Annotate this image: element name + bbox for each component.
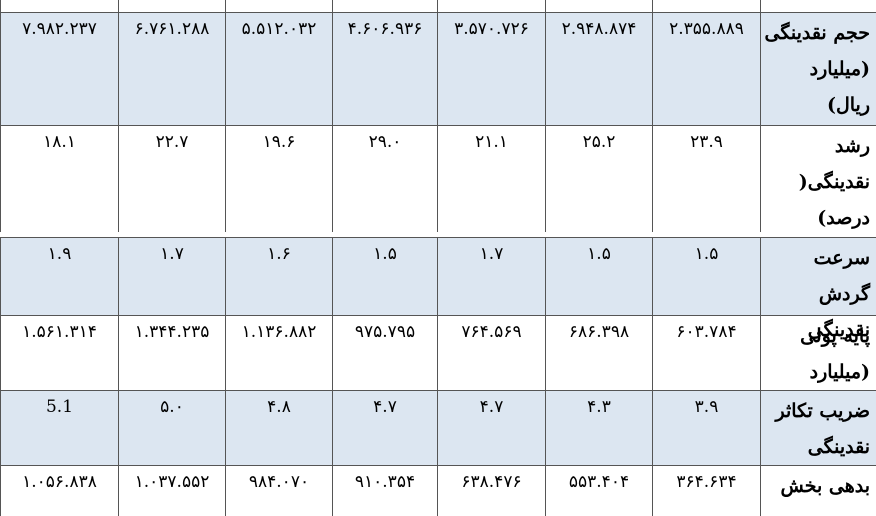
table-cell: ۱۹.۶	[225, 126, 332, 232]
cell-border	[225, 0, 332, 12]
table-row: ۱.۵ ۱.۵ ۱.۷ ۱.۵ ۱.۶ ۱.۷ ۱.۹ سرعت گردش نقدینگی	[0, 237, 876, 341]
table-cell: ۳.۹	[652, 391, 760, 465]
cell-border	[0, 0, 118, 12]
cell-border	[760, 0, 876, 12]
table-cell: ۹۸۴.۰۷۰	[225, 466, 332, 516]
cell-border	[332, 0, 437, 12]
table-cell: ۶۸۶.۳۹۸	[545, 316, 652, 390]
table-row: ۳۶۴.۶۳۴ ۵۵۳.۴۰۴ ۶۳۸.۴۷۶ ۹۱۰.۳۵۴ ۹۸۴.۰۷۰ ۱.۰۳۷…	[0, 465, 876, 516]
table-cell: ۵.۰	[118, 391, 225, 465]
table-cell: ۷.۹۸۲.۲۳۷	[0, 13, 118, 125]
table-cell: ۱.۳۴۴.۲۳۵	[118, 316, 225, 390]
table-cell: ۱.۱۳۶.۸۸۲	[225, 316, 332, 390]
table-cell: ۱.۷	[118, 238, 225, 315]
row-label: حجم نقدینگی (میلیارد ریال)	[760, 13, 876, 125]
table-cell: ۹۷۵.۷۹۵	[332, 316, 437, 390]
table-cell: ۳.۵۷۰.۷۲۶	[437, 13, 545, 125]
table-cell: ۲۲.۷	[118, 126, 225, 232]
table-cell: ۶.۷۶۱.۲۸۸	[118, 13, 225, 125]
row-label: ضریب تکاثر نقدینگی	[760, 391, 876, 465]
table-cell: ۹۱۰.۳۵۴	[332, 466, 437, 516]
table-cell: ۵.۵۱۲.۰۳۲	[225, 13, 332, 125]
table-cell: ۱.۰۵۶.۸۳۸	[0, 466, 118, 516]
table-row: ۲۳.۹ ۲۵.۲ ۲۱.۱ ۲۹.۰ ۱۹.۶ ۲۲.۷ ۱۸.۱ رشد نقدینگی(…	[0, 125, 876, 232]
cell-border	[118, 0, 225, 12]
table-cell: ۱.۹	[0, 238, 118, 315]
table-cell: ۲.۳۵۵.۸۸۹	[652, 13, 760, 125]
table-cell: ۳۶۴.۶۳۴	[652, 466, 760, 516]
table-cell: 5.1	[0, 391, 118, 465]
table-cell: ۴.۶۰۶.۹۳۶	[332, 13, 437, 125]
table-cell: ۷۶۴.۵۶۹	[437, 316, 545, 390]
table-cell: ۱.۶	[225, 238, 332, 315]
table-cell: ۱۸.۱	[0, 126, 118, 232]
table-cell: ۱.۵	[332, 238, 437, 315]
table-cell: ۴.۷	[332, 391, 437, 465]
table-cell: ۶۰۳.۷۸۴	[652, 316, 760, 390]
row-strip	[0, 0, 876, 12]
cell-border	[652, 0, 760, 12]
table-cell: ۴.۳	[545, 391, 652, 465]
cell-border	[545, 0, 652, 12]
table-row: ۳.۹ ۴.۳ ۴.۷ ۴.۷ ۴.۸ ۵.۰ 5.1 ضریب تکاثر نقدینگی	[0, 390, 876, 465]
table-cell: ۱.۵۶۱.۳۱۴	[0, 316, 118, 390]
cell-border	[437, 0, 545, 12]
table-cell: ۲۹.۰	[332, 126, 437, 232]
table-cell: ۱.۷	[437, 238, 545, 315]
table-cell: ۲.۹۴۸.۸۷۴	[545, 13, 652, 125]
table-cell: ۱.۵	[652, 238, 760, 315]
table-cell: ۶۳۸.۴۷۶	[437, 466, 545, 516]
table-row: ۲.۳۵۵.۸۸۹ ۲.۹۴۸.۸۷۴ ۳.۵۷۰.۷۲۶ ۴.۶۰۶.۹۳۶ ۵.۵۱…	[0, 12, 876, 125]
row-label: پایه پولی (میلیارد ریال)	[760, 316, 876, 419]
row-label: بدهی بخش	[760, 466, 876, 516]
table-row: ۶۰۳.۷۸۴ ۶۸۶.۳۹۸ ۷۶۴.۵۶۹ ۹۷۵.۷۹۵ ۱.۱۳۶.۸۸۲ ۱.۳…	[0, 315, 876, 419]
table-cell: ۴.۸	[225, 391, 332, 465]
table-cell: ۲۵.۲	[545, 126, 652, 232]
table-cell: ۲۱.۱	[437, 126, 545, 232]
row-label: سرعت گردش نقدینگی	[760, 238, 876, 341]
table-cell: ۱.۰۳۷.۵۵۲	[118, 466, 225, 516]
table-cell: ۴.۷	[437, 391, 545, 465]
table-cell: ۲۳.۹	[652, 126, 760, 232]
table-cell: ۱.۵	[545, 238, 652, 315]
table-cell: ۵۵۳.۴۰۴	[545, 466, 652, 516]
row-label: رشد نقدینگی( درصد)	[760, 126, 876, 232]
